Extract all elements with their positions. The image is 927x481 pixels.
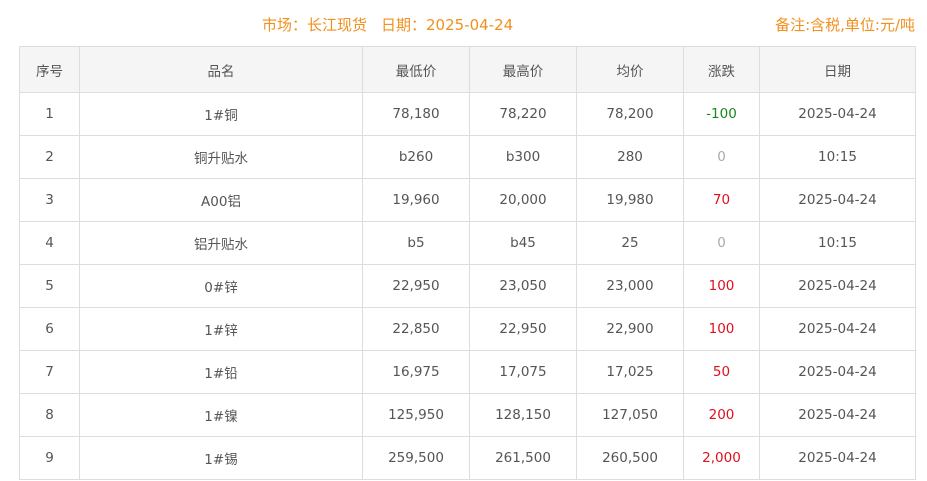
table-row: 8 1#镍 125,950 128,150 127,050 200 2025-04-24 — [19, 393, 916, 437]
cell-low: 125,950 — [362, 393, 470, 437]
cell-name: 1#锡 — [79, 436, 363, 480]
cell-name: 铝升贴水 — [79, 221, 363, 265]
cell-change: -100 — [683, 92, 760, 136]
cell-high: 78,220 — [469, 92, 577, 136]
cell-high: b45 — [469, 221, 577, 265]
cell-no: 4 — [19, 221, 80, 265]
cell-date: 10:15 — [759, 221, 916, 265]
cell-avg: 78,200 — [576, 92, 684, 136]
cell-change: 100 — [683, 264, 760, 308]
cell-high: 23,050 — [469, 264, 577, 308]
cell-change: 200 — [683, 393, 760, 437]
table-header-row: 序号 品名 最低价 最高价 均价 涨跌 日期 — [19, 46, 916, 93]
col-header-low: 最低价 — [362, 46, 470, 93]
date-label: 日期：2025-04-24 — [381, 16, 514, 34]
cell-name: 铜升贴水 — [79, 135, 363, 179]
table-row: 2 铜升贴水 b260 b300 280 0 10:15 — [19, 135, 916, 179]
cell-avg: 280 — [576, 135, 684, 179]
cell-low: b5 — [362, 221, 470, 265]
cell-name: 1#镍 — [79, 393, 363, 437]
cell-no: 3 — [19, 178, 80, 222]
cell-low: 22,850 — [362, 307, 470, 351]
cell-no: 1 — [19, 92, 80, 136]
table-row: 9 1#锡 259,500 261,500 260,500 2,000 2025-04-24 — [19, 436, 916, 480]
cell-date: 10:15 — [759, 135, 916, 179]
table-caption: 市场：长江现货 日期：2025-04-24 备注:含税,单位:元/吨 — [0, 14, 927, 36]
cell-no: 9 — [19, 436, 80, 480]
cell-high: 17,075 — [469, 350, 577, 394]
cell-high: b300 — [469, 135, 577, 179]
col-header-avg: 均价 — [576, 46, 684, 93]
cell-avg: 23,000 — [576, 264, 684, 308]
market-label: 市场：长江现货 — [262, 16, 368, 34]
cell-no: 7 — [19, 350, 80, 394]
cell-date: 2025-04-24 — [759, 393, 916, 437]
cell-avg: 22,900 — [576, 307, 684, 351]
cell-name: 0#锌 — [79, 264, 363, 308]
cell-change: 70 — [683, 178, 760, 222]
cell-avg: 260,500 — [576, 436, 684, 480]
table-row: 3 A00铝 19,960 20,000 19,980 70 2025-04-24 — [19, 178, 916, 222]
col-header-change: 涨跌 — [683, 46, 760, 93]
col-header-high: 最高价 — [469, 46, 577, 93]
cell-no: 8 — [19, 393, 80, 437]
cell-change: 50 — [683, 350, 760, 394]
table-row: 5 0#锌 22,950 23,050 23,000 100 2025-04-24 — [19, 264, 916, 308]
cell-high: 261,500 — [469, 436, 577, 480]
cell-name: 1#铅 — [79, 350, 363, 394]
caption-center: 市场：长江现货 日期：2025-04-24 — [262, 14, 527, 35]
table-row: 6 1#锌 22,850 22,950 22,900 100 2025-04-24 — [19, 307, 916, 351]
cell-high: 22,950 — [469, 307, 577, 351]
col-header-date: 日期 — [759, 46, 916, 93]
cell-avg: 17,025 — [576, 350, 684, 394]
cell-change: 100 — [683, 307, 760, 351]
col-header-no: 序号 — [19, 46, 80, 93]
price-table: 序号 品名 最低价 最高价 均价 涨跌 日期 1 1#铜 78,180 78,220 7… — [19, 46, 916, 480]
cell-low: 16,975 — [362, 350, 470, 394]
cell-change: 0 — [683, 135, 760, 179]
cell-avg: 25 — [576, 221, 684, 265]
cell-change: 0 — [683, 221, 760, 265]
cell-date: 2025-04-24 — [759, 178, 916, 222]
cell-avg: 19,980 — [576, 178, 684, 222]
cell-name: 1#铜 — [79, 92, 363, 136]
cell-low: b260 — [362, 135, 470, 179]
cell-name: A00铝 — [79, 178, 363, 222]
table-row: 7 1#铅 16,975 17,075 17,025 50 2025-04-24 — [19, 350, 916, 394]
cell-date: 2025-04-24 — [759, 264, 916, 308]
col-header-name: 品名 — [79, 46, 363, 93]
table-row: 1 1#铜 78,180 78,220 78,200 -100 2025-04-24 — [19, 92, 916, 136]
cell-low: 22,950 — [362, 264, 470, 308]
cell-no: 6 — [19, 307, 80, 351]
cell-avg: 127,050 — [576, 393, 684, 437]
cell-high: 20,000 — [469, 178, 577, 222]
cell-date: 2025-04-24 — [759, 92, 916, 136]
table-row: 4 铝升贴水 b5 b45 25 0 10:15 — [19, 221, 916, 265]
cell-low: 19,960 — [362, 178, 470, 222]
cell-name: 1#锌 — [79, 307, 363, 351]
cell-date: 2025-04-24 — [759, 350, 916, 394]
cell-no: 2 — [19, 135, 80, 179]
cell-date: 2025-04-24 — [759, 307, 916, 351]
cell-low: 259,500 — [362, 436, 470, 480]
cell-date: 2025-04-24 — [759, 436, 916, 480]
cell-high: 128,150 — [469, 393, 577, 437]
unit-note: 备注:含税,单位:元/吨 — [775, 16, 915, 34]
cell-change: 2,000 — [683, 436, 760, 480]
cell-low: 78,180 — [362, 92, 470, 136]
cell-no: 5 — [19, 264, 80, 308]
